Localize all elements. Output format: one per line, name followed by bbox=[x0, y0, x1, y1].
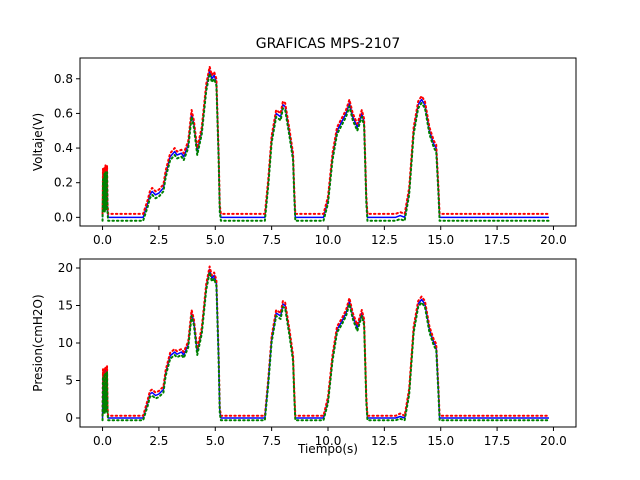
x-tick-label: 0.0 bbox=[93, 434, 112, 448]
y-tick-label: 20 bbox=[58, 261, 73, 275]
x-tick-label: 7.5 bbox=[262, 233, 281, 247]
x-tick-label: 10.0 bbox=[315, 233, 342, 247]
x-tick-label: 12.5 bbox=[371, 233, 398, 247]
subplot-1: 0.0 0.2 0.4 0.6 0.8 0.0 2.5 5.0 7.5 10.0 12.5 15.0 1… bbox=[31, 57, 577, 247]
y-axis-label: Voltaje(V) bbox=[31, 113, 45, 171]
x-tick-label: 0.0 bbox=[93, 233, 112, 247]
subplot-2: 0 5 10 15 20 0.0 2.5 5.0 7.5 10.0 12.5 15.0 17.5 20.0… bbox=[31, 258, 577, 448]
series-group bbox=[101, 65, 550, 222]
series-group bbox=[101, 265, 550, 422]
y-tick-label: 15 bbox=[58, 299, 73, 313]
x-tick-label: 5.0 bbox=[206, 434, 225, 448]
x-tick-label: 2.5 bbox=[149, 434, 168, 448]
x-tick-label: 20.0 bbox=[540, 233, 567, 247]
x-tick-label: 7.5 bbox=[262, 434, 281, 448]
x-tick-label: 5.0 bbox=[206, 233, 225, 247]
x-axis-label: Tiempo(s) bbox=[297, 442, 358, 456]
x-tick-label: 10.0 bbox=[315, 434, 342, 448]
y-tick-label: 0 bbox=[65, 411, 73, 425]
x-tick-label: 15.0 bbox=[427, 434, 454, 448]
y-tick-label: 0.8 bbox=[54, 72, 73, 86]
y-tick-label: 10 bbox=[58, 336, 73, 350]
series-line-3 bbox=[101, 271, 550, 422]
y-tick-label: 0.6 bbox=[54, 106, 73, 120]
y-tick-label: 0.2 bbox=[54, 176, 73, 190]
chart-title: GRAFICAS MPS-2107 bbox=[256, 36, 401, 52]
y-axis-label: Presion(cmH2O) bbox=[31, 294, 45, 391]
series-line-3 bbox=[101, 72, 550, 222]
y-tick-label: 0.0 bbox=[54, 210, 73, 224]
x-tick-label: 2.5 bbox=[149, 233, 168, 247]
x-tick-label: 15.0 bbox=[427, 233, 454, 247]
x-tick-label: 17.5 bbox=[484, 434, 511, 448]
y-tick-label: 5 bbox=[65, 374, 73, 388]
y-tick-label: 0.4 bbox=[54, 141, 73, 155]
x-tick-label: 17.5 bbox=[484, 233, 511, 247]
x-tick-label: 12.5 bbox=[371, 434, 398, 448]
x-tick-label: 20.0 bbox=[540, 434, 567, 448]
subplots: 0.0 0.2 0.4 0.6 0.8 0.0 2.5 5.0 7.5 10.0 12.5 15.0 1… bbox=[31, 57, 577, 448]
